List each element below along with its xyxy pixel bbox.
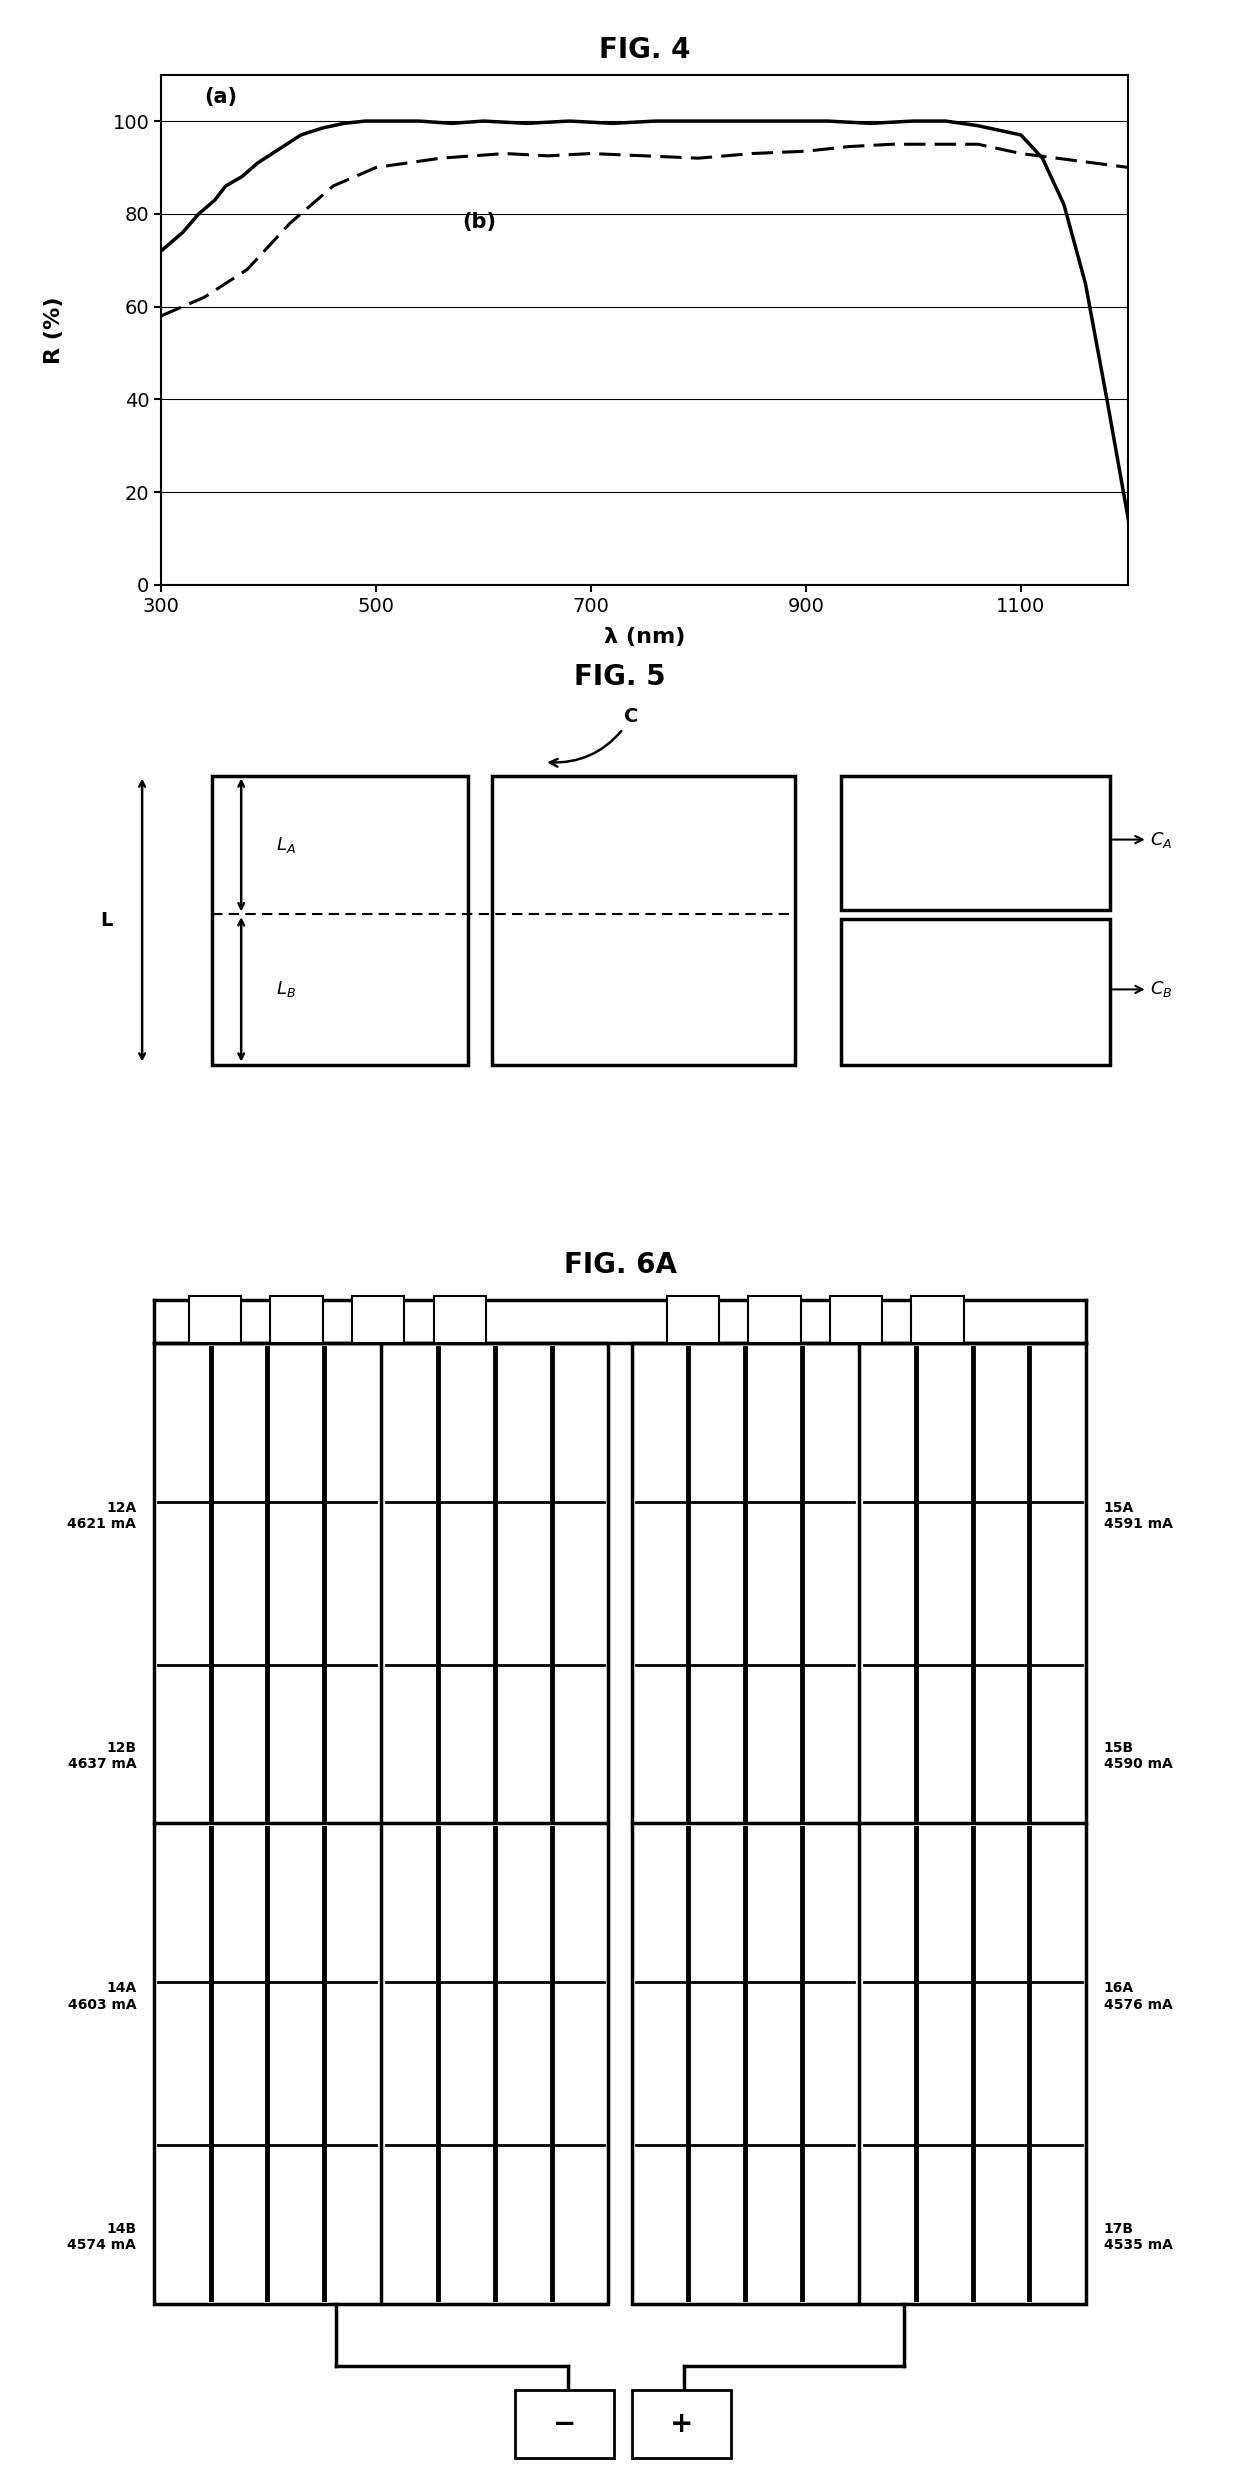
Text: 14A
4603 mA: 14A 4603 mA xyxy=(68,1981,136,2011)
Text: $L_A$: $L_A$ xyxy=(277,834,296,854)
Bar xyxy=(842,918,1110,1065)
X-axis label: λ (nm): λ (nm) xyxy=(604,627,686,647)
Text: 16A
4576 mA: 16A 4576 mA xyxy=(1104,1981,1173,2011)
Text: 15A
4591 mA: 15A 4591 mA xyxy=(1104,1501,1173,1531)
Text: 15B
4590 mA: 15B 4590 mA xyxy=(1104,1742,1173,1772)
Y-axis label: R (%): R (%) xyxy=(45,296,64,363)
Text: 12A
4621 mA: 12A 4621 mA xyxy=(67,1501,136,1531)
Bar xyxy=(830,1297,883,1344)
Text: 17B
4535 mA: 17B 4535 mA xyxy=(1104,2223,1173,2253)
Text: L: L xyxy=(100,911,113,928)
Bar xyxy=(911,1297,963,1344)
Text: FIG. 5: FIG. 5 xyxy=(574,662,666,692)
Text: (b): (b) xyxy=(463,212,496,231)
Bar xyxy=(154,1344,609,2305)
Bar xyxy=(515,2389,614,2459)
Text: $L_B$: $L_B$ xyxy=(277,978,296,1001)
Bar xyxy=(270,1297,322,1344)
Bar xyxy=(631,1344,1086,2305)
Text: FIG. 6A: FIG. 6A xyxy=(563,1249,677,1279)
Text: −: − xyxy=(553,2409,577,2439)
Text: $C_A$: $C_A$ xyxy=(1112,829,1173,849)
Bar xyxy=(748,1297,801,1344)
Text: 14B
4574 mA: 14B 4574 mA xyxy=(67,2223,136,2253)
Bar xyxy=(212,777,469,1065)
Bar xyxy=(492,777,795,1065)
Bar xyxy=(434,1297,486,1344)
Text: $C_B$: $C_B$ xyxy=(1112,978,1173,1001)
Text: (a): (a) xyxy=(205,87,237,107)
Bar xyxy=(631,2389,730,2459)
Bar xyxy=(188,1297,241,1344)
Bar xyxy=(352,1297,404,1344)
Text: +: + xyxy=(670,2409,693,2439)
Text: C: C xyxy=(549,707,639,767)
Title: FIG. 4: FIG. 4 xyxy=(599,35,691,65)
Bar xyxy=(842,777,1110,911)
Text: 12B
4637 mA: 12B 4637 mA xyxy=(68,1742,136,1772)
Bar xyxy=(667,1297,719,1344)
